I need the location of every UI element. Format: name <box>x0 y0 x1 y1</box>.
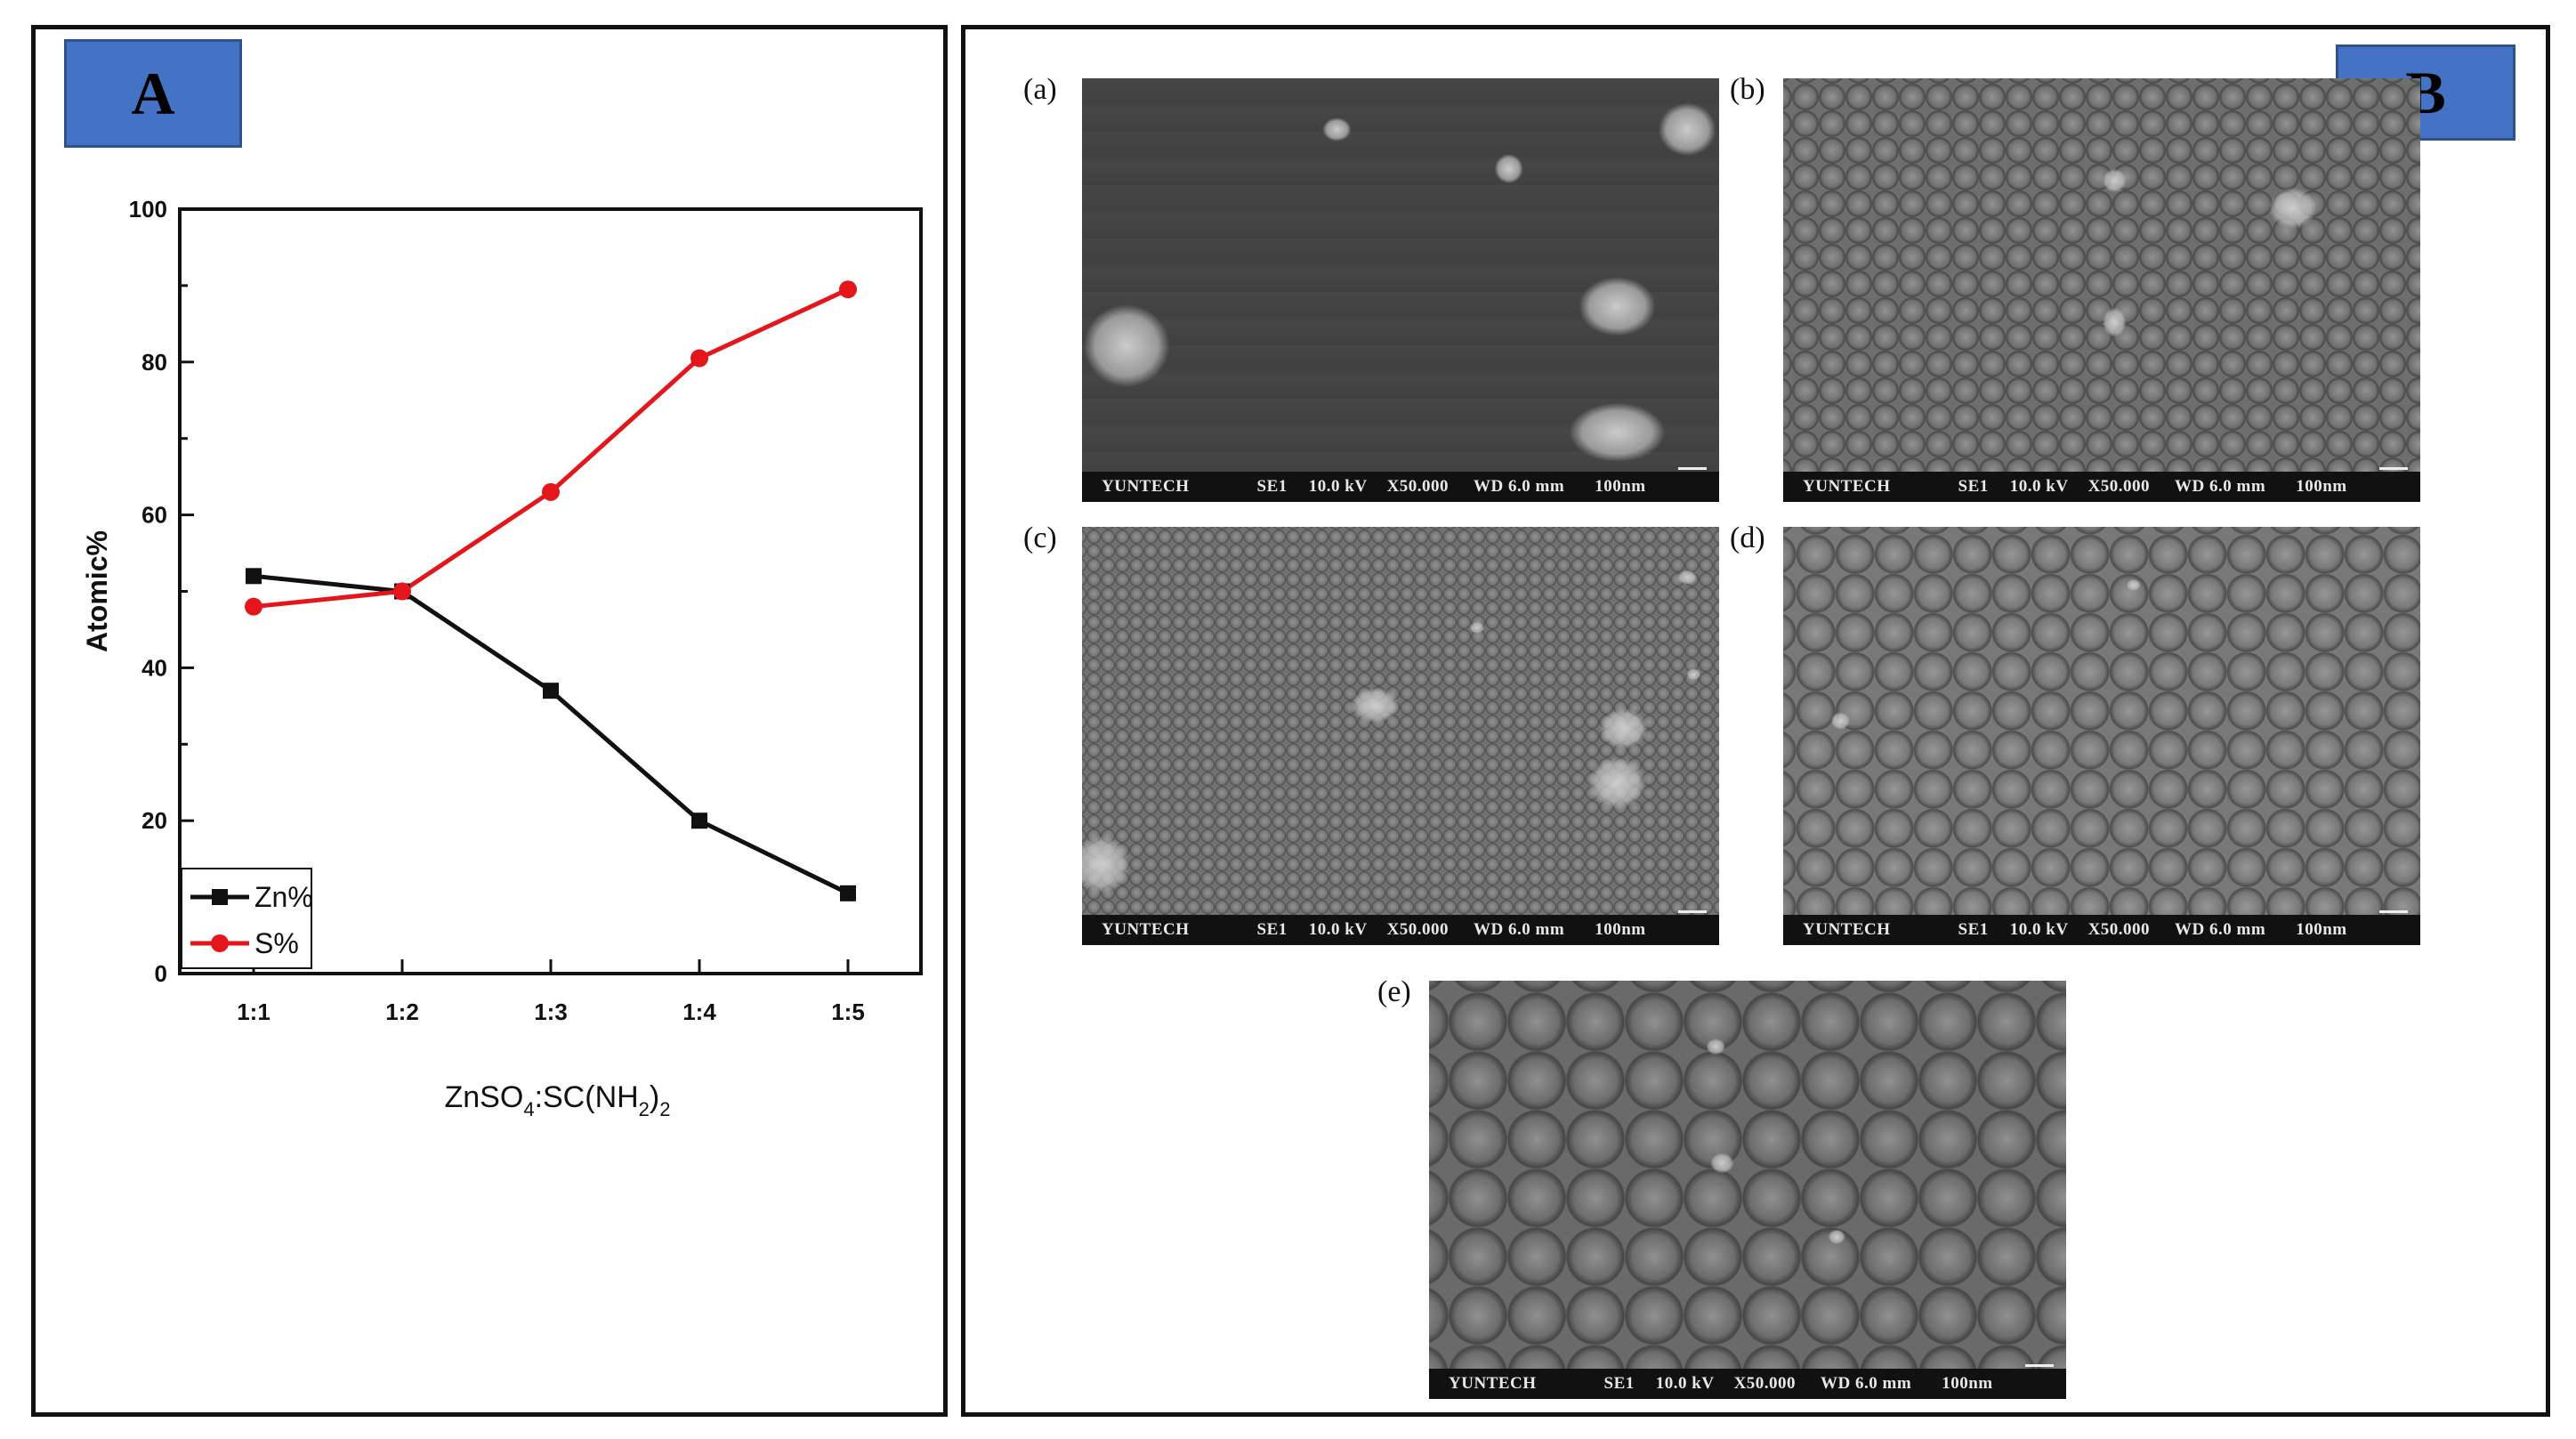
series-line-s <box>253 287 850 610</box>
sem-scale-bar <box>2379 910 2408 913</box>
sem-image-a: YUNTECH SE1 10.0 kV X50.000 WD 6.0 mm 100nm <box>1082 78 1719 502</box>
series-line-zn <box>253 573 850 896</box>
sem-info-field: WD 6.0 mm <box>2175 920 2266 939</box>
sem-info-field: 100nm <box>1595 477 1646 496</box>
sem-info-bar: YUNTECH SE1 10.0 kV X50.000 WD 6.0 mm 100nm <box>1082 472 1719 502</box>
y-tick-label: 100 <box>129 196 167 222</box>
data-point-s <box>542 482 560 501</box>
sem-info-bar: YUNTECH SE1 10.0 kV X50.000 WD 6.0 mm 100nm <box>1783 472 2420 502</box>
data-point-zn <box>246 568 262 585</box>
sem-info-bar: YUNTECH SE1 10.0 kV X50.000 WD 6.0 mm 100nm <box>1429 1369 2066 1399</box>
sem-label-b: (b) <box>1730 73 1765 106</box>
sem-info-field: X50.000 <box>1733 1374 1797 1393</box>
sem-info-field: 10.0 kV <box>2009 477 2069 496</box>
x-tick-label: 1:3 <box>534 998 568 1025</box>
data-point-zn <box>840 885 856 901</box>
sem-info-field: 100nm <box>1942 1374 1993 1393</box>
data-point-s <box>839 280 857 299</box>
sem-info-field: SE1 <box>1256 477 1288 496</box>
x-tick-label: 1:5 <box>831 998 865 1025</box>
data-point-zn <box>691 812 707 829</box>
panel-a-tag: A <box>64 39 242 148</box>
legend-label-s: S% <box>254 927 299 959</box>
data-point-s <box>690 349 708 368</box>
y-tick-label: 80 <box>141 349 167 376</box>
sem-micrograph <box>1082 78 1719 472</box>
data-point-zn <box>543 683 559 699</box>
sem-image-b: YUNTECH SE1 10.0 kV X50.000 WD 6.0 mm 100nm <box>1783 78 2420 502</box>
sem-info-bar: YUNTECH SE1 10.0 kV X50.000 WD 6.0 mm 100nm <box>1783 915 2420 945</box>
legend-box <box>181 868 312 969</box>
sem-label-a: (a) <box>1023 73 1057 106</box>
sem-micrograph <box>1082 527 1719 915</box>
sem-label-c: (c) <box>1023 521 1057 554</box>
sem-scale-bar <box>2379 467 2408 470</box>
sem-scale-bar <box>1678 467 1707 470</box>
data-point-s <box>245 597 262 616</box>
legend-marker <box>211 934 229 952</box>
sem-info-field: YUNTECH <box>1803 477 1891 496</box>
sem-info-field: 10.0 kV <box>1308 920 1368 939</box>
sem-micrograph <box>1783 78 2420 472</box>
y-tick-label: 0 <box>155 960 167 987</box>
sem-info-field: WD 6.0 mm <box>2175 477 2266 496</box>
sem-info-field: SE1 <box>1958 920 1989 939</box>
sem-micrograph <box>1783 527 2420 915</box>
x-tick-label: 1:1 <box>237 998 271 1025</box>
plot-frame <box>178 207 923 975</box>
sem-info-field: YUNTECH <box>1803 920 1891 939</box>
sem-info-field: X50.000 <box>1386 477 1450 496</box>
y-tick-label: 20 <box>141 807 167 834</box>
sem-info-field: SE1 <box>1256 920 1288 939</box>
sem-info-field: YUNTECH <box>1102 477 1190 496</box>
sem-info-field: 10.0 kV <box>2009 920 2069 939</box>
sem-info-field: X50.000 <box>1386 920 1450 939</box>
sem-info-field: YUNTECH <box>1102 920 1190 939</box>
sem-info-field: X50.000 <box>2087 477 2151 496</box>
sem-image-d: YUNTECH SE1 10.0 kV X50.000 WD 6.0 mm 100nm <box>1783 527 2420 945</box>
panel-a <box>31 25 948 1417</box>
y-tick-label: 40 <box>141 654 167 681</box>
y-axis-label: Atomic% <box>81 530 113 652</box>
sem-image-e: YUNTECH SE1 10.0 kV X50.000 WD 6.0 mm 100nm <box>1429 981 2066 1399</box>
legend-label-zn: Zn% <box>254 881 313 913</box>
legend-marker <box>212 889 228 905</box>
x-tick-label: 1:2 <box>385 998 419 1025</box>
sem-info-field: 10.0 kV <box>1308 477 1368 496</box>
data-point-s <box>393 582 411 601</box>
sem-info-field: SE1 <box>1603 1374 1635 1393</box>
sem-scale-bar <box>1678 910 1707 913</box>
sem-image-c: YUNTECH SE1 10.0 kV X50.000 WD 6.0 mm 100nm <box>1082 527 1719 945</box>
sem-info-field: 100nm <box>2296 477 2347 496</box>
sem-info-field: WD 6.0 mm <box>1474 920 1565 939</box>
sem-info-field: SE1 <box>1958 477 1989 496</box>
sem-label-e: (e) <box>1377 975 1411 1008</box>
sem-info-field: 10.0 kV <box>1655 1374 1715 1393</box>
x-axis-label: ZnSO4​:SC(NH2​)2​ <box>445 1080 671 1120</box>
sem-scale-bar <box>2025 1364 2054 1367</box>
sem-info-field: 100nm <box>2296 920 2347 939</box>
sem-info-field: WD 6.0 mm <box>1474 477 1565 496</box>
sem-info-field: 100nm <box>1595 920 1646 939</box>
atomic-percent-chart: 0 20 40 60 80 100 1:1 1:2 1:3 1:4 1:5 Atomic% ZnSO4​… <box>81 196 923 1120</box>
y-tick-label: 60 <box>141 502 167 529</box>
sem-micrograph <box>1429 981 2066 1369</box>
sem-info-field: X50.000 <box>2087 920 2151 939</box>
x-tick-label: 1:4 <box>682 998 716 1025</box>
sem-label-d: (d) <box>1730 521 1765 554</box>
sem-info-field: WD 6.0 mm <box>1821 1374 1912 1393</box>
sem-info-bar: YUNTECH SE1 10.0 kV X50.000 WD 6.0 mm 100nm <box>1082 915 1719 945</box>
sem-info-field: YUNTECH <box>1449 1374 1537 1393</box>
